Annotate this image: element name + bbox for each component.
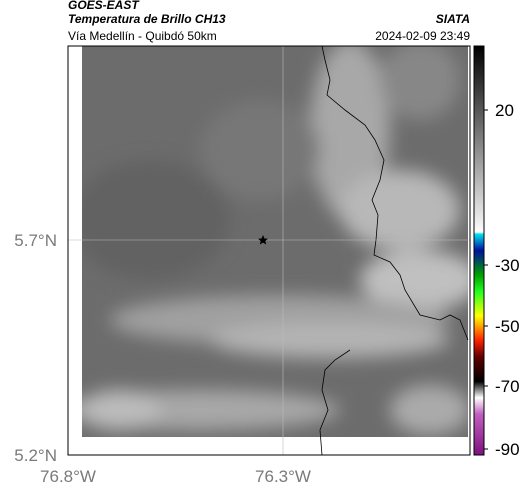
axis-labels: 5.7°N 5.2°N 76.8°W 76.3°W	[14, 231, 311, 486]
subtitle: Vía Medellín - Quibdó 50km	[68, 29, 217, 43]
graticule	[68, 46, 470, 455]
title: Temperatura de Brillo CH13	[68, 12, 226, 26]
colorbar-ticks: 20 -30 -50 -70 -90	[484, 101, 520, 459]
lat-label: 5.7°N	[14, 231, 57, 250]
source: GOES-EAST	[68, 0, 140, 12]
colorbar-tick-label: -90	[495, 440, 520, 459]
lon-label: 76.8°W	[40, 467, 96, 486]
satellite-image	[82, 46, 468, 437]
colorbar	[473, 45, 485, 456]
colorbar-tick-label: -50	[495, 317, 520, 336]
borders	[319, 45, 469, 456]
datetime: 2024-02-09 23:49	[375, 29, 470, 43]
lat-label: 5.2°N	[14, 446, 57, 465]
colorbar-tick-label: -30	[495, 256, 520, 275]
agency: SIATA	[436, 12, 470, 26]
colorbar-tick-label: 20	[495, 101, 514, 120]
map-frame	[67, 45, 471, 456]
lon-label: 76.3°W	[255, 467, 311, 486]
location-marker	[258, 235, 268, 245]
colorbar-tick-label: -70	[495, 377, 520, 396]
